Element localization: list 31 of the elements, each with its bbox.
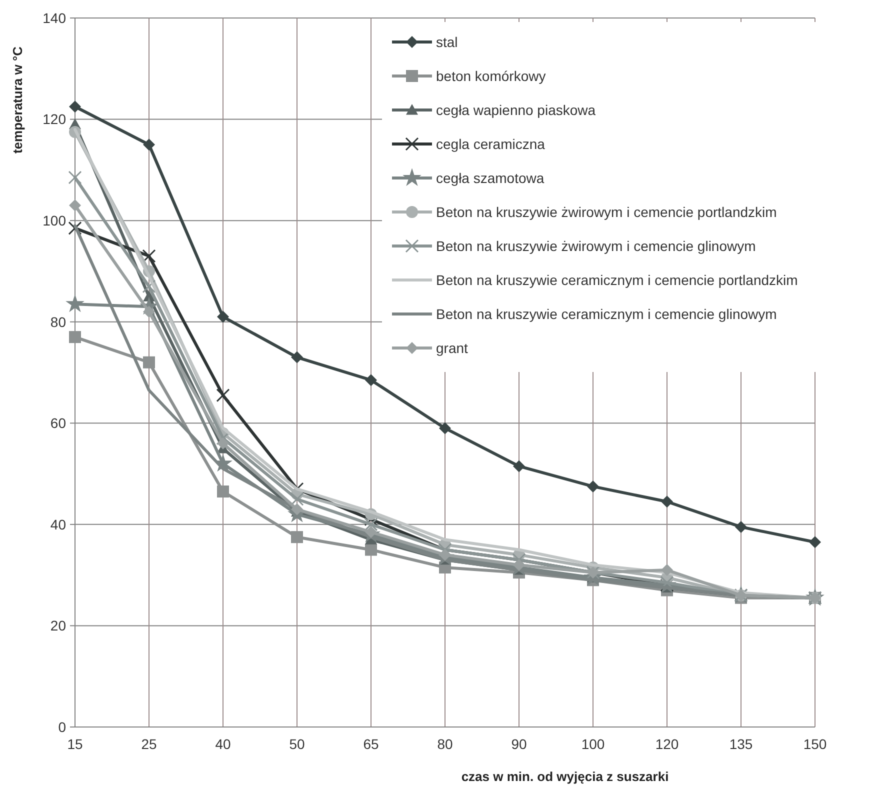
x-axis-title: czas w min. od wyjęcia z suszarki: [461, 769, 669, 784]
y-tick-label: 80: [50, 314, 66, 330]
x-tick-label: 135: [729, 736, 753, 752]
y-tick-label: 40: [50, 516, 66, 532]
x-tick-label: 150: [803, 736, 827, 752]
y-axis-title: temperatura w °C: [10, 46, 25, 154]
y-tick-label: 100: [42, 212, 66, 228]
x-tick-label: 120: [655, 736, 679, 752]
x-tick-label: 50: [289, 736, 305, 752]
x-tick-label: 80: [437, 736, 453, 752]
y-tick-label: 140: [42, 10, 66, 26]
legend-label: cegła szamotowa: [436, 170, 544, 186]
x-tick-label: 25: [141, 736, 157, 752]
legend-label: Beton na kruszywie ceramicznym i cemencie glinowym: [436, 306, 777, 322]
legend-label: cegła wapienno piaskowa: [436, 102, 596, 118]
y-tick-label: 120: [42, 111, 66, 128]
legend-label: grant: [436, 340, 468, 356]
x-tick-label: 100: [581, 736, 605, 752]
y-tick-label: 20: [50, 618, 66, 634]
x-tick-label: 40: [215, 736, 231, 752]
legend-label: Beton na kruszywie żwirowym i cemencie glinowym: [436, 238, 756, 254]
legend-label: stal: [436, 34, 458, 50]
x-tick-label: 65: [363, 736, 379, 752]
x-tick-label: 15: [67, 736, 83, 752]
legend-label: beton komórkowy: [436, 68, 546, 84]
legend-label: Beton na kruszywie żwirowym i cemencie portlandzkim: [436, 204, 777, 220]
x-tick-label: 90: [511, 736, 527, 752]
y-tick-label: 0: [58, 718, 66, 735]
y-tick-label: 60: [50, 415, 66, 432]
legend-label: Beton na kruszywie ceramicznym i cemencie portlandzkim: [436, 272, 798, 288]
legend-label: cegla ceramiczna: [436, 136, 546, 152]
